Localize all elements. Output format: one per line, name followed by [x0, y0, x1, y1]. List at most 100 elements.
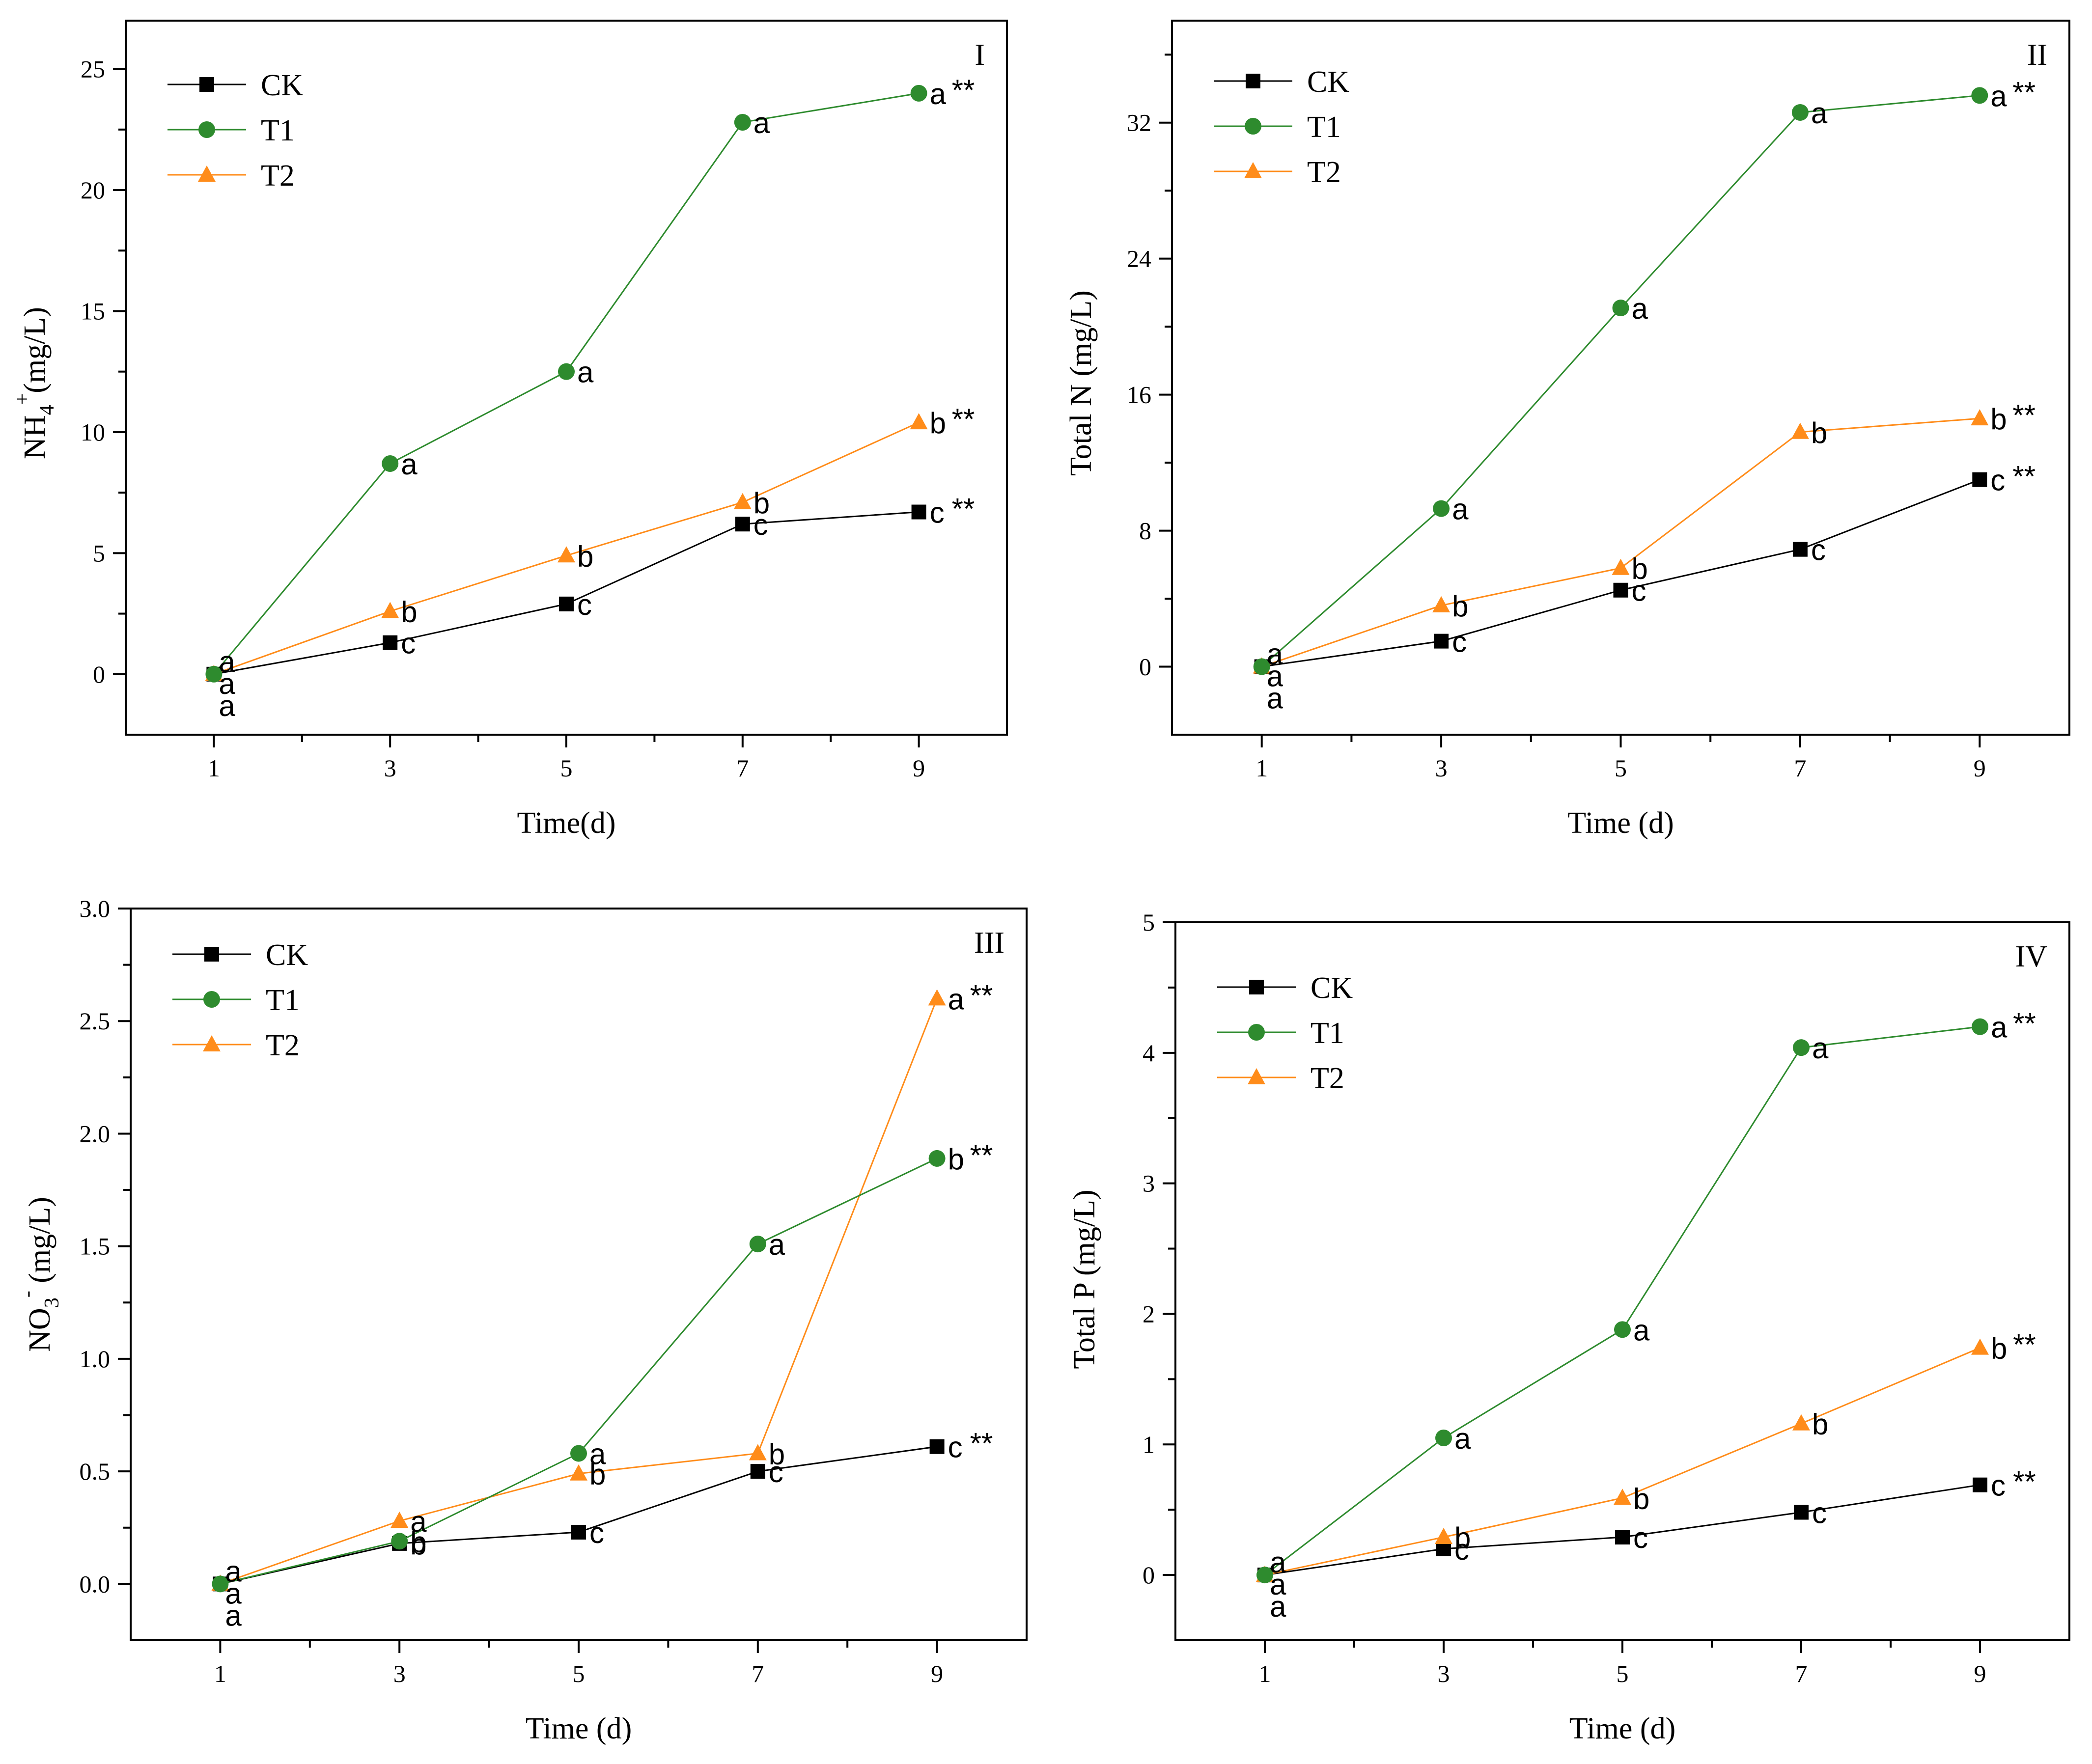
- significance-letter-CK: c: [930, 496, 945, 529]
- data-point-T1: [1972, 1018, 1988, 1035]
- y-axis-label-unit: (mg/L): [18, 307, 52, 393]
- significance-stars-T1: **: [952, 74, 975, 107]
- significance-stars-CK: **: [952, 493, 975, 525]
- y-tick-label: 32: [1127, 109, 1151, 137]
- legend-label-T1: T1: [266, 984, 300, 1017]
- x-tick-label: 7: [1795, 1660, 1808, 1687]
- x-tick-label: 5: [573, 1660, 585, 1687]
- legend-marker-T1: [1248, 1024, 1265, 1041]
- data-point-T1: [1791, 104, 1809, 121]
- data-point-T1: [1612, 300, 1629, 317]
- significance-letter-CK: c: [1454, 1533, 1469, 1566]
- data-point-CK: [1434, 634, 1449, 649]
- data-point-CK: [750, 1464, 765, 1479]
- data-point-CK: [911, 504, 926, 520]
- series-line-T1: [1261, 94, 1980, 667]
- legend-label-T2: T2: [1311, 1062, 1344, 1095]
- data-point-CK: [929, 1439, 945, 1454]
- y-tick-label: 0: [1143, 1561, 1155, 1589]
- significance-stars-T2: **: [952, 403, 975, 436]
- y-tick-label: 5: [93, 539, 105, 567]
- significance-letter-T1: a: [769, 1228, 785, 1261]
- x-axis-label: Time(d): [517, 806, 616, 840]
- data-point-T1: [1435, 1429, 1452, 1446]
- data-point-T1: [1793, 1039, 1810, 1056]
- y-axis-label-main: NH: [18, 415, 52, 459]
- data-point-T2: [1432, 596, 1450, 612]
- legend-marker-T1: [203, 991, 220, 1008]
- data-point-T1: [382, 455, 399, 472]
- data-point-CK: [1792, 542, 1808, 557]
- data-point-T2: [391, 1512, 409, 1528]
- data-point-T2: [1435, 1528, 1452, 1544]
- legend-label-T1: T1: [1311, 1017, 1344, 1050]
- significance-letter-T2: a: [1270, 1546, 1286, 1579]
- significance-letter-T2: b: [1452, 590, 1468, 623]
- data-point-CK: [1973, 1477, 1987, 1492]
- significance-letter-T2: a: [948, 983, 965, 1016]
- significance-stars-CK: **: [970, 1427, 993, 1460]
- y-tick-label: 3.0: [80, 895, 111, 922]
- y-axis-label-superscript: -: [16, 1291, 39, 1297]
- x-axis-label: Time (d): [526, 1712, 632, 1745]
- y-tick-label: 2: [1143, 1300, 1155, 1327]
- legend-label-CK: CK: [1307, 65, 1349, 99]
- significance-stars-T2: **: [970, 979, 993, 1012]
- significance-letter-CK: c: [753, 508, 768, 541]
- legend-marker-CK: [199, 77, 214, 92]
- data-point-T2: [749, 1444, 767, 1461]
- data-point-T2: [1971, 1338, 1989, 1355]
- significance-letter-CK: c: [1812, 1496, 1827, 1529]
- y-tick-label: 20: [81, 176, 105, 204]
- y-axis-label: NH4+(mg/L): [11, 307, 58, 459]
- y-axis-label-main: Total P (mg/L): [1068, 1189, 1101, 1369]
- data-point-CK: [1613, 582, 1628, 598]
- significance-letter-T2: a: [225, 1555, 242, 1588]
- y-tick-label: 2.0: [80, 1120, 111, 1147]
- y-tick-label: 4: [1143, 1039, 1155, 1067]
- x-tick-label: 7: [736, 754, 749, 782]
- significance-letter-T2: a: [1267, 638, 1283, 671]
- x-tick-label: 9: [1974, 1660, 1986, 1687]
- data-point-CK: [571, 1524, 586, 1540]
- series-line-T1: [213, 92, 919, 675]
- x-tick-label: 3: [1435, 754, 1448, 782]
- significance-letter-T1: a: [1632, 292, 1648, 325]
- significance-stars-T1: **: [2013, 1007, 2036, 1040]
- y-tick-label: 10: [81, 418, 105, 446]
- significance-letter-CK: a: [1270, 1568, 1286, 1601]
- significance-letter-T1: a: [1812, 1032, 1829, 1065]
- legend-label-T1: T1: [1307, 110, 1341, 144]
- y-axis-label-subscript: 4: [36, 405, 58, 415]
- significance-letter-T2: a: [219, 645, 235, 678]
- data-point-T1: [1614, 1321, 1631, 1338]
- significance-stars-T1: **: [970, 1139, 993, 1172]
- significance-letter-CK: b: [410, 1528, 426, 1561]
- significance-letter-T1: a: [225, 1599, 242, 1632]
- x-tick-label: 1: [1259, 1660, 1271, 1687]
- data-point-CK: [735, 517, 750, 532]
- panel-label: III: [974, 926, 1004, 960]
- data-point-T2: [558, 546, 575, 563]
- significance-letter-T2: b: [769, 1437, 785, 1470]
- significance-letter-T2: b: [577, 540, 593, 573]
- significance-stars-T2: **: [2012, 399, 2036, 432]
- legend-label-T2: T2: [266, 1029, 300, 1062]
- data-point-CK: [1972, 472, 1987, 487]
- legend-marker-T2: [198, 165, 216, 182]
- data-point-T1: [570, 1445, 587, 1462]
- significance-letter-CK: c: [1811, 534, 1826, 567]
- data-point-T2: [910, 413, 928, 430]
- panel-2: 1 3 5 7 9 0 8 16 24 32 Time (d) Total N (mg/L) II a c c…: [1064, 20, 2070, 840]
- x-tick-label: 3: [1438, 1660, 1450, 1687]
- significance-letter-T2: b: [1991, 1332, 2007, 1365]
- legend-label-CK: CK: [1311, 971, 1353, 1005]
- data-point-T2: [1791, 422, 1809, 439]
- significance-letter-CK: c: [1632, 575, 1646, 607]
- significance-letter-T1: a: [1454, 1422, 1471, 1455]
- significance-letter-T2: b: [1812, 1408, 1828, 1441]
- significance-letter-T1: a: [1267, 682, 1283, 715]
- data-point-T2: [1612, 558, 1630, 575]
- data-point-T2: [1614, 1488, 1631, 1505]
- y-tick-label: 1.0: [80, 1345, 111, 1373]
